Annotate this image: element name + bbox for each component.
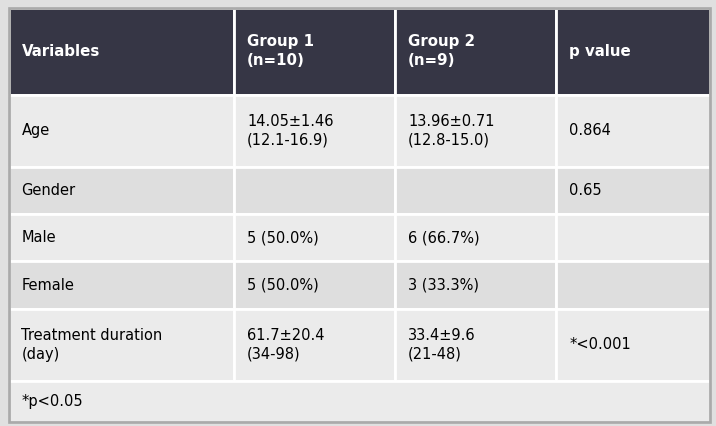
Bar xyxy=(395,95,556,167)
Bar xyxy=(556,167,710,214)
Text: 14.05±1.46
(12.1-16.9): 14.05±1.46 (12.1-16.9) xyxy=(247,114,334,148)
Bar xyxy=(556,95,710,167)
Bar xyxy=(9,95,234,167)
Text: 5 (50.0%): 5 (50.0%) xyxy=(247,278,319,293)
Text: Age: Age xyxy=(21,124,49,138)
Text: 61.7±20.4
(34-98): 61.7±20.4 (34-98) xyxy=(247,328,324,362)
Bar xyxy=(9,8,234,95)
Bar xyxy=(234,262,395,309)
Bar xyxy=(234,167,395,214)
Text: 13.96±0.71
(12.8-15.0): 13.96±0.71 (12.8-15.0) xyxy=(408,114,495,148)
Text: 33.4±9.6
(21-48): 33.4±9.6 (21-48) xyxy=(408,328,475,362)
Bar xyxy=(9,309,234,381)
Text: 0.65: 0.65 xyxy=(569,183,602,198)
Bar xyxy=(395,8,556,95)
Text: *p<0.05: *p<0.05 xyxy=(21,394,83,409)
Text: 5 (50.0%): 5 (50.0%) xyxy=(247,230,319,245)
Bar xyxy=(395,214,556,262)
Text: Gender: Gender xyxy=(21,183,76,198)
Bar xyxy=(234,95,395,167)
Text: 6 (66.7%): 6 (66.7%) xyxy=(408,230,480,245)
Bar xyxy=(556,8,710,95)
Text: Female: Female xyxy=(21,278,74,293)
Bar xyxy=(9,262,234,309)
Text: 3 (33.3%): 3 (33.3%) xyxy=(408,278,479,293)
Bar xyxy=(395,167,556,214)
Bar xyxy=(556,309,710,381)
Text: p value: p value xyxy=(569,44,631,59)
Text: Treatment duration
(day): Treatment duration (day) xyxy=(21,328,163,362)
Text: Variables: Variables xyxy=(21,44,100,59)
Bar xyxy=(395,309,556,381)
Bar xyxy=(9,381,710,422)
Bar xyxy=(9,214,234,262)
Text: 0.864: 0.864 xyxy=(569,124,611,138)
Bar xyxy=(234,214,395,262)
Bar xyxy=(556,214,710,262)
Bar xyxy=(9,167,234,214)
Bar xyxy=(395,262,556,309)
Bar xyxy=(234,8,395,95)
Bar xyxy=(556,262,710,309)
Text: Group 1
(n=10): Group 1 (n=10) xyxy=(247,35,314,68)
Text: Group 2
(n=9): Group 2 (n=9) xyxy=(408,35,475,68)
Text: Male: Male xyxy=(21,230,56,245)
Bar xyxy=(234,309,395,381)
Text: *<0.001: *<0.001 xyxy=(569,337,631,352)
